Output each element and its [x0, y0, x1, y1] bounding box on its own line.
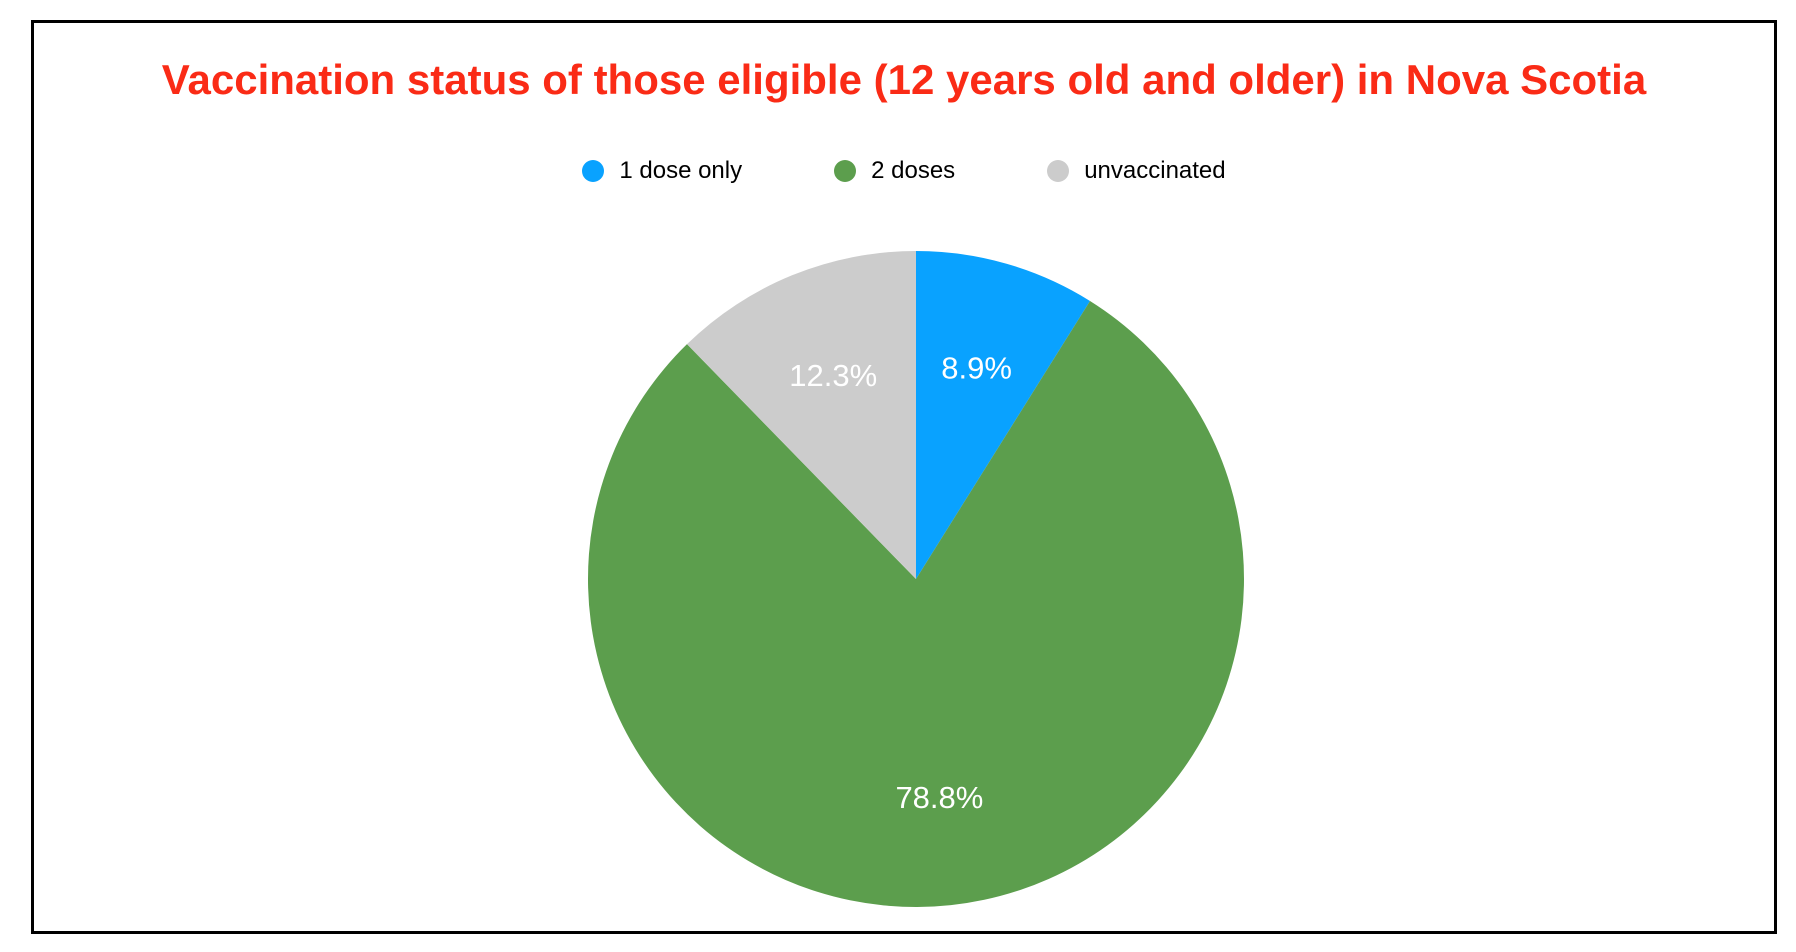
legend-label-2-doses: 2 doses — [871, 157, 956, 184]
legend-label-1-dose-only: 1 dose only — [619, 157, 743, 184]
legend-label-unvaccinated: unvaccinated — [1084, 157, 1226, 184]
pie-slice-label-1-dose-only: 8.9% — [941, 350, 1012, 385]
legend-item-unvaccinated: unvaccinated — [1047, 157, 1226, 185]
pie-slice-2-doses — [587, 300, 1244, 907]
pie-chart: 8.9% 78.8% 12.3% — [587, 251, 1244, 907]
pie-slice-1-dose-only — [916, 251, 1091, 579]
legend-dot-1-dose-only-icon — [582, 160, 605, 182]
pie-slice-label-2-doses: 78.8% — [895, 780, 983, 815]
pie-slice-unvaccinated — [687, 251, 916, 579]
pie-slice-label-unvaccinated: 12.3% — [789, 358, 877, 393]
legend-item-2-doses: 2 doses — [834, 157, 955, 185]
chart-legend: 1 dose only 2 doses unvaccinated — [34, 157, 1774, 185]
chart-frame: Vaccination status of those eligible (12… — [31, 20, 1777, 934]
legend-dot-2-doses-icon — [834, 160, 857, 182]
legend-item-1-dose-only: 1 dose only — [582, 157, 742, 185]
legend-dot-unvaccinated-icon — [1047, 160, 1070, 182]
chart-title: Vaccination status of those eligible (12… — [161, 56, 1647, 103]
